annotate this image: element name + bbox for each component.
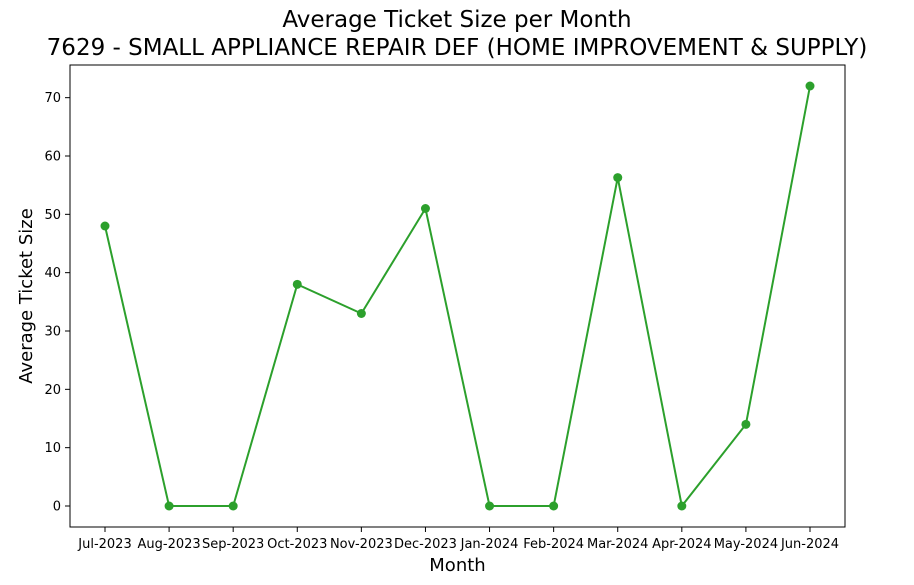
y-axis: 0 10 20 30 40 50 60 70 xyxy=(44,91,70,515)
x-tick-label: May-2024 xyxy=(714,537,778,552)
y-tick-label: 60 xyxy=(44,150,61,165)
data-point xyxy=(677,501,687,511)
chart-title: Average Ticket Size per Month xyxy=(282,7,632,33)
y-tick-label: 50 xyxy=(44,208,61,223)
data-point xyxy=(228,501,238,511)
y-tick-label: 0 xyxy=(53,500,61,515)
data-point xyxy=(356,309,366,318)
data-point xyxy=(741,419,751,429)
data-point xyxy=(100,221,110,231)
x-axis-label: Month xyxy=(429,555,485,576)
x-tick-label: Aug-2023 xyxy=(138,537,201,552)
y-tick-label: 20 xyxy=(44,383,61,398)
x-axis: Jul-2023 Aug-2023 Sep-2023 Oct-2023 Nov-2023… xyxy=(77,527,839,552)
data-point xyxy=(420,204,430,213)
y-tick-label: 70 xyxy=(44,91,61,106)
x-tick-label: Apr-2024 xyxy=(652,537,711,552)
data-point xyxy=(613,173,623,183)
data-point xyxy=(164,501,174,511)
x-tick-label: Oct-2023 xyxy=(267,537,327,552)
x-tick-label: Feb-2024 xyxy=(523,537,584,552)
y-tick-label: 30 xyxy=(44,325,61,340)
series-line xyxy=(100,81,815,511)
x-tick-label: Jul-2023 xyxy=(77,537,131,552)
y-tick-label: 10 xyxy=(44,441,61,456)
data-point xyxy=(805,81,815,91)
chart-subtitle: 7629 - SMALL APPLIANCE REPAIR DEF (HOME … xyxy=(46,35,868,61)
x-tick-label: Nov-2023 xyxy=(330,537,393,552)
x-tick-label: Mar-2024 xyxy=(587,537,648,552)
y-tick-label: 40 xyxy=(44,266,61,281)
plot-area xyxy=(69,64,846,528)
y-axis-label: Average Ticket Size xyxy=(16,208,37,384)
data-point xyxy=(292,279,302,289)
data-point xyxy=(485,501,495,511)
data-point xyxy=(549,501,559,511)
x-tick-label: Sep-2023 xyxy=(202,537,264,552)
x-tick-label: Jan-2024 xyxy=(460,537,519,552)
series-path xyxy=(104,85,811,509)
x-tick-label: Dec-2023 xyxy=(394,537,457,552)
x-tick-label: Jun-2024 xyxy=(780,537,839,552)
